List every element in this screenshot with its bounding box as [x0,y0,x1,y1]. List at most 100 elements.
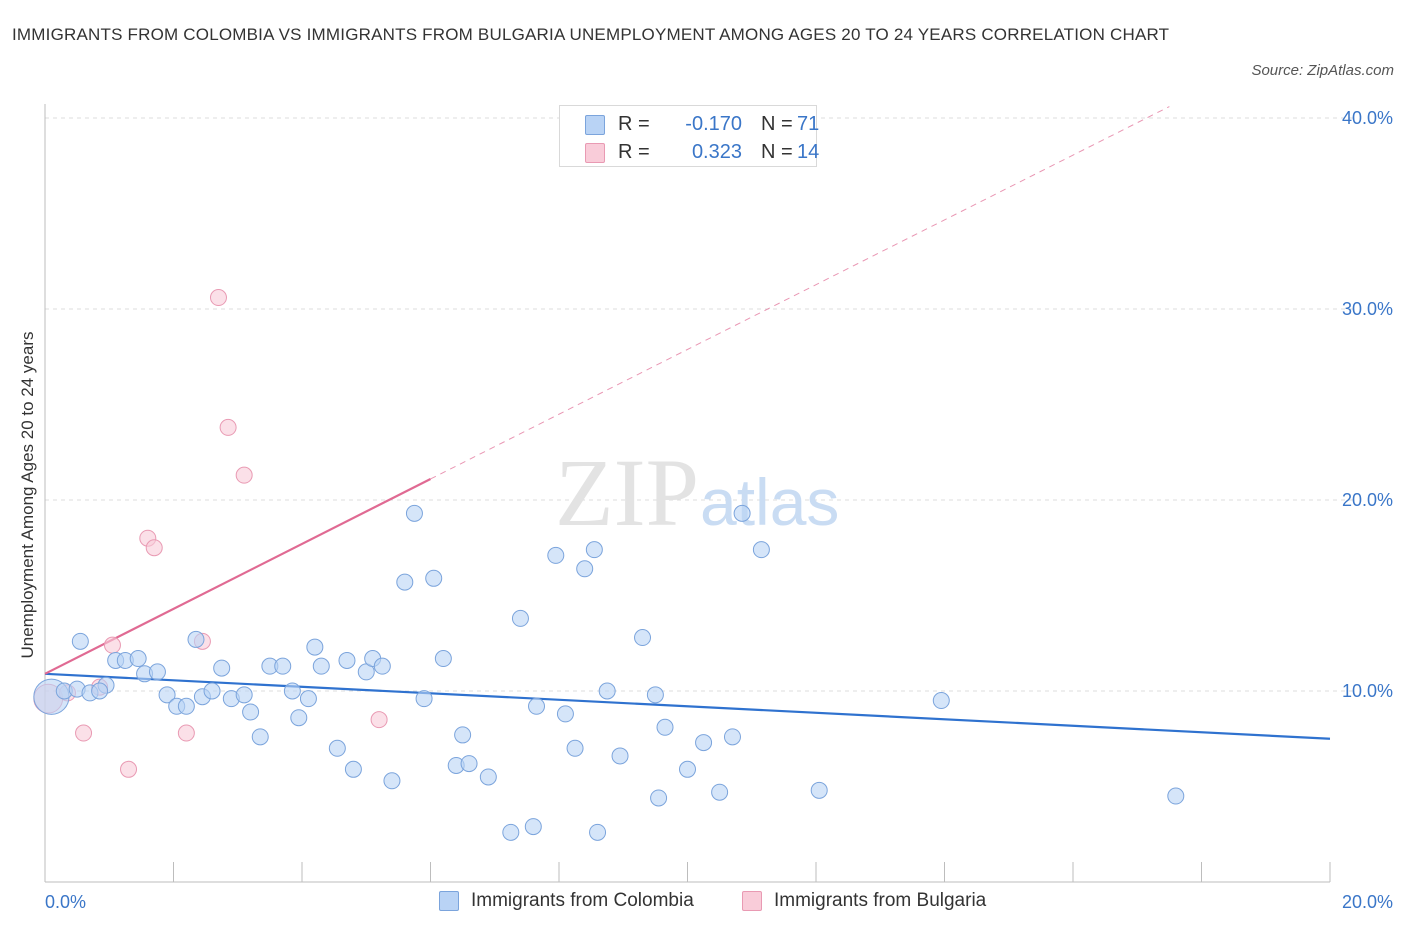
bulgaria-point [370,711,388,729]
colombia-point [405,504,423,522]
colombia-legend-label: Immigrants from Colombia [471,890,694,911]
colombia-point [91,682,109,700]
colombia-point [598,682,616,700]
colombia-point [129,650,147,668]
colombia-point [1167,787,1185,805]
colombia-point [650,789,668,807]
colombia-point [290,709,308,727]
bulgaria-trend-line [44,478,431,675]
colombia-trend-line [44,672,1331,740]
colombia-point [479,768,497,786]
colombia-point [733,504,751,522]
chart-title: IMMIGRANTS FROM COLOMBIA VS IMMIGRANTS F… [12,25,1170,44]
colombia-point [344,760,362,778]
bulgaria-legend-swatch [742,891,762,911]
colombia-point [511,609,529,627]
colombia-point [187,630,205,648]
r-label: R = [618,141,650,163]
x-tick-label: 0.0% [45,892,86,912]
y-tick-label: 20.0% [1342,490,1393,510]
colombia-point [646,686,664,704]
colombia-point [576,560,594,578]
colombia-point [177,697,195,715]
bulgaria-trend-extension [430,106,1170,480]
bulgaria-point [145,539,163,557]
colombia-point [695,734,713,752]
colombia-point [810,781,828,799]
trend-lines [44,106,1331,740]
r-label: R = [618,113,650,135]
correlation-legend: R = -0.170 N = 71 R = 0.323 N = 14 [559,105,820,167]
colombia-point [274,657,292,675]
bulgaria-legend-label: Immigrants from Bulgaria [774,890,987,911]
colombia-point [383,772,401,790]
colombia-point [283,682,301,700]
colombia-point [242,703,260,721]
colombia-point [251,728,269,746]
colombia-point [299,690,317,708]
colombia-point [396,573,414,591]
r-value: 0.323 [691,141,742,163]
bulgaria-point [235,466,253,484]
colombia-point [711,783,729,801]
colombia-point [415,690,433,708]
colombia-point [454,726,472,744]
bulgaria-point [209,289,227,307]
n-label: N = [761,141,793,163]
n-value: 71 [797,113,820,135]
grid [45,117,1355,692]
colombia-legend-swatch [439,891,459,911]
colombia-point [585,541,603,559]
colombia-point [566,739,584,757]
colombia-point [338,651,356,669]
colombia-point [723,728,741,746]
y-tick-label: 30.0% [1342,299,1393,319]
colombia-point [373,657,391,675]
y-axis-label: Unemployment Among Ages 20 to 24 years [18,331,37,659]
bulgaria-swatch [585,143,605,163]
n-value: 14 [797,141,820,163]
colombia-point [306,638,324,656]
colombia-point [611,747,629,765]
watermark-zip: ZIP [555,439,699,546]
bulgaria-point [120,760,138,778]
colombia-point [460,755,478,773]
colombia-point [656,718,674,736]
colombia-point [425,569,443,587]
colombia-point [235,686,253,704]
y-tick-label: 40.0% [1342,108,1393,128]
data-points [33,289,1185,841]
colombia-point [634,629,652,647]
watermark-atlas: atlas [700,465,839,539]
colombia-point [328,739,346,757]
watermark: ZIP atlas [555,439,839,546]
colombia-point [502,823,520,841]
colombia-point [556,705,574,723]
colombia-swatch [585,115,605,135]
bulgaria-point [75,724,93,742]
axes [44,104,1331,883]
colombia-point [932,692,950,710]
colombia-point [524,818,542,836]
colombia-point [71,632,89,650]
bulgaria-point [177,724,195,742]
colombia-point [312,657,330,675]
n-label: N = [761,113,793,135]
y-tick-label: 10.0% [1342,681,1393,701]
colombia-point [158,686,176,704]
colombia-point [679,760,696,778]
bulgaria-point [103,636,121,654]
x-tick-label: 20.0% [1342,892,1393,912]
colombia-point [434,650,452,668]
colombia-point [203,682,221,700]
bulgaria-point [219,418,237,436]
colombia-point [589,823,607,841]
r-value: -0.170 [685,113,742,135]
colombia-point [213,659,231,677]
colombia-point [528,697,546,715]
colombia-point [148,663,166,681]
source-label: Source: ZipAtlas.com [1251,62,1394,79]
tick-labels: 10.0% 20.0% 30.0% 40.0% 0.0% 20.0% [45,108,1393,912]
colombia-point [547,546,565,564]
